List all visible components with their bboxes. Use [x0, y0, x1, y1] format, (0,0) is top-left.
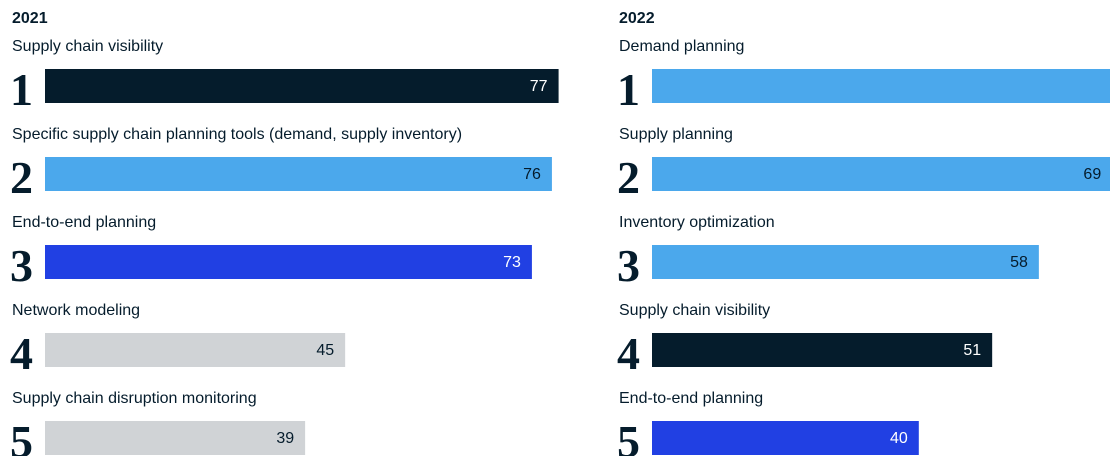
bar — [45, 157, 552, 191]
bar — [652, 245, 1039, 279]
category-label: Network modeling — [12, 302, 140, 319]
panel-title: 2021 — [12, 10, 48, 27]
value-label: 77 — [530, 78, 548, 95]
category-label: Specific supply chain planning tools (de… — [12, 126, 462, 143]
value-label: 39 — [276, 430, 294, 447]
rank: 1 — [10, 64, 33, 115]
panel-title: 2022 — [619, 10, 655, 27]
bar — [45, 333, 346, 367]
rank: 2 — [617, 152, 640, 203]
value-label: 58 — [1010, 254, 1028, 271]
rank: 2 — [10, 152, 33, 203]
rank: 4 — [10, 328, 33, 379]
value-label: 45 — [316, 342, 334, 359]
bar — [652, 69, 1110, 103]
category-label: Supply chain visibility — [619, 302, 770, 319]
bar — [652, 157, 1110, 191]
bar — [45, 245, 532, 279]
category-label: End-to-end planning — [619, 390, 763, 407]
value-label: 73 — [503, 254, 521, 271]
rank: 4 — [617, 328, 640, 379]
rank: 5 — [10, 416, 33, 456]
bar — [652, 421, 919, 455]
category-label: Supply chain visibility — [12, 38, 163, 55]
category-label: End-to-end planning — [12, 214, 156, 231]
bar — [45, 69, 559, 103]
category-label: Supply planning — [619, 126, 733, 143]
rank: 3 — [10, 240, 33, 291]
value-label: 69 — [1083, 166, 1101, 183]
category-label: Supply chain disruption monitoring — [12, 390, 257, 407]
rank: 1 — [617, 64, 640, 115]
category-label: Inventory optimization — [619, 214, 775, 231]
rank: 5 — [617, 416, 640, 456]
bar — [652, 333, 993, 367]
value-label: 40 — [890, 430, 908, 447]
bar — [45, 421, 306, 455]
value-label: 51 — [963, 342, 981, 359]
rank: 3 — [617, 240, 640, 291]
value-label: 76 — [523, 166, 541, 183]
category-label: Demand planning — [619, 38, 744, 55]
